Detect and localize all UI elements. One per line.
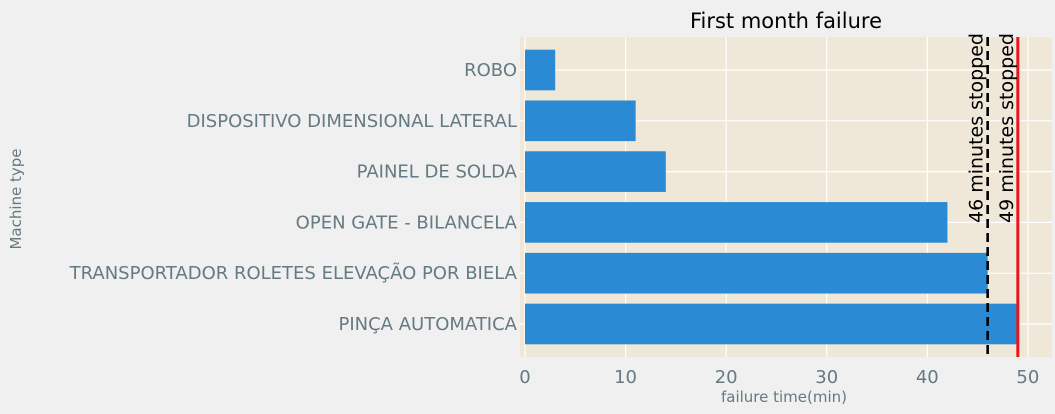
bar [525,252,988,294]
x-tick-label: 40 [916,367,939,388]
y-tick-label: ROBO [464,60,517,81]
x-tick-label: 20 [715,367,738,388]
bar [525,151,666,192]
chart-title: First month failure [690,9,882,33]
y-axis-label: Machine type [7,148,25,249]
x-axis-label: failure time(min) [721,388,847,406]
reference-lines: 46 minutes stopped 49 minutes stopped [966,33,1020,357]
y-tick-labels: ROBO DISPOSITIVO DIMENSIONAL LATERAL PAINE… [69,60,518,335]
bar [525,100,636,142]
y-tick-label: PINÇA AUTOMATICA [338,314,517,335]
y-tick-label: OPEN GATE - BILANCELA [296,212,518,233]
bar [525,303,1018,345]
x-tick-label: 0 [519,367,530,388]
reference-line-label: 49 minutes stopped [996,33,1018,223]
x-tick-label: 30 [815,367,838,388]
reference-line-label: 46 minutes stopped [966,33,988,223]
x-tick-label: 10 [614,367,637,388]
y-tick-label: TRANSPORTADOR ROLETES ELEVAÇÃO POR BIELA [69,262,518,284]
y-tick-label: PAINEL DE SOLDA [357,162,518,183]
x-tick-labels: 0 10 20 30 40 50 [519,367,1039,388]
x-tick-label: 50 [1016,367,1039,388]
bar [525,202,948,243]
y-tick-label: DISPOSITIVO DIMENSIONAL LATERAL [187,111,517,132]
bars [525,49,1018,345]
bar [525,49,556,91]
